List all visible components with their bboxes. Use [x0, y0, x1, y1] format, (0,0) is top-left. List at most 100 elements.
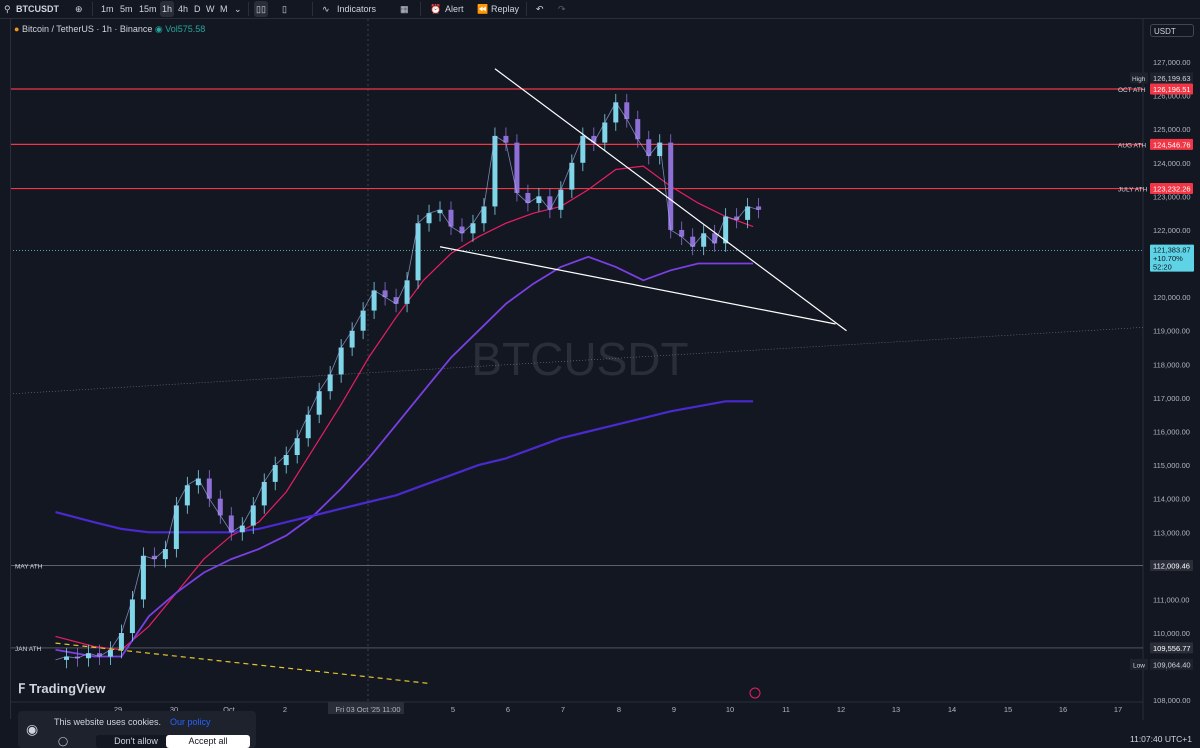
candle-body — [272, 465, 278, 482]
x-tick-label: 6 — [506, 705, 510, 714]
candle-body — [404, 280, 410, 304]
y-tick-label: 127,000.00 — [1153, 58, 1191, 67]
replay-button[interactable]: Replay — [491, 4, 520, 14]
top-toolbar: ⚲ BTCUSDT ⊕ 1m 5m 15m 1h 4h D W M ⌄ ▯▯ ▯… — [0, 0, 1200, 19]
low-label-badge — [1130, 658, 1148, 670]
x-tick-label: 30 — [170, 705, 178, 714]
chart-legend: ● Bitcoin / TetherUS · 1h · Binance ◉ Vo… — [14, 24, 205, 35]
candle-body — [217, 498, 223, 516]
x-tick-label: 5 — [451, 705, 455, 714]
interval-15m[interactable]: 15m — [139, 4, 157, 14]
y-tick-label: 120,000.00 — [1153, 293, 1191, 302]
candle-body — [734, 216, 740, 220]
candle-body — [228, 515, 234, 533]
candle-body — [525, 193, 531, 204]
bitcoin-icon: ● — [14, 24, 20, 34]
interval-d[interactable]: D — [194, 4, 201, 14]
candle-body — [239, 525, 245, 533]
ema-line[interactable] — [55, 165, 754, 651]
candle-body — [162, 549, 168, 560]
drawing-toolbar[interactable] — [0, 19, 11, 719]
candle-body — [360, 310, 366, 331]
candle-body — [536, 196, 542, 204]
x-tick-label: 12 — [837, 705, 845, 714]
x-tick-label: Oct — [223, 705, 236, 714]
candle-body — [679, 229, 685, 237]
candle-body — [151, 555, 157, 560]
lightning-event-icon[interactable] — [749, 687, 761, 699]
indicators-icon[interactable]: ∿ — [322, 4, 330, 14]
y-tick-label: 115,000.00 — [1153, 461, 1190, 470]
interval-m[interactable]: M — [220, 4, 228, 14]
cookie-icon: ◉ — [26, 721, 39, 737]
wedge-trendline[interactable] — [494, 68, 847, 332]
low-value: 109,064.40 — [1153, 660, 1191, 669]
dont-allow-button[interactable]: Don't allow — [96, 735, 176, 748]
add-symbol-icon[interactable]: ⊕ — [75, 4, 83, 14]
interval-1m[interactable]: 1m — [101, 4, 114, 14]
candle-body — [492, 135, 498, 207]
low-label: Low — [1133, 662, 1145, 669]
brand-label: TradingView — [29, 681, 106, 696]
chart-type-icon[interactable]: ▯ — [282, 4, 287, 14]
accept-all-button[interactable]: Accept all — [166, 735, 250, 748]
candles-icon[interactable]: ▯▯ — [254, 1, 268, 17]
tradingview-logo[interactable]: 𝖥 TradingView — [18, 681, 105, 697]
crosshair-time-badge — [328, 702, 404, 714]
candle-body — [63, 656, 69, 660]
layout-grid-icon[interactable]: ▦ — [400, 4, 409, 14]
candle-body — [701, 233, 707, 247]
current-price-badge — [1150, 244, 1194, 272]
alert-button[interactable]: Alert — [445, 4, 464, 14]
y-tick-label: 126,000.00 — [1153, 92, 1191, 101]
ath-value-text: 112,009.46 — [1153, 562, 1190, 571]
indicators-button[interactable]: Indicators — [337, 4, 377, 14]
candle-body — [327, 374, 333, 392]
interval-4h[interactable]: 4h — [178, 4, 189, 14]
candle-body — [316, 391, 322, 415]
ath-value-badge — [1150, 642, 1193, 654]
y-tick-label: 116,000.00 — [1153, 427, 1190, 436]
candle-body — [305, 414, 311, 439]
chevron-down-icon[interactable]: ⌄ — [234, 4, 242, 14]
symbol-search[interactable]: BTCUSDT — [16, 4, 59, 14]
ath-value-text: 126,196.51 — [1153, 85, 1191, 94]
cookie-policy-link[interactable]: Our policy — [170, 717, 211, 727]
high-value: 126,199.63 — [1153, 74, 1191, 83]
wedge-trendline[interactable] — [439, 246, 836, 325]
ath-level-label: AUG ATH — [1118, 142, 1146, 149]
x-tick-label: 2 — [283, 705, 287, 714]
x-tick-label: 9 — [672, 705, 676, 714]
eye-icon[interactable]: ◉ — [154, 24, 163, 34]
currency-selector[interactable]: USDT — [1150, 24, 1194, 37]
candle-body — [470, 223, 476, 234]
ath-level-label: JULY ATH — [1118, 187, 1148, 194]
x-tick-label: 16 — [1059, 705, 1067, 714]
settings-icon[interactable]: ◯ — [58, 736, 69, 746]
undo-icon[interactable]: ↶ — [536, 4, 544, 14]
high-label: High — [1132, 76, 1146, 83]
y-tick-label: 123,000.00 — [1153, 192, 1191, 201]
long-term-trend-line[interactable] — [9, 327, 1144, 395]
x-tick-label: 10 — [726, 705, 734, 714]
candle-body — [591, 135, 597, 143]
ath-level-label: JAN ATH — [15, 646, 42, 653]
ath-value-badge — [1150, 138, 1193, 150]
interval-w[interactable]: W — [206, 4, 215, 14]
candle-body — [646, 139, 652, 157]
utc-clock[interactable]: 11:07:40 UTC+1 — [1130, 734, 1192, 744]
candle-body — [338, 347, 344, 375]
x-tick-label: 13 — [892, 705, 900, 714]
ath-value-text: 109,556.77 — [1153, 644, 1191, 653]
ema-line[interactable] — [55, 255, 754, 658]
replay-icon[interactable]: ⏪ — [477, 4, 489, 14]
candle-body — [250, 505, 256, 526]
legend-volume: Vol575.58 — [165, 24, 206, 34]
ema-line[interactable] — [55, 400, 754, 534]
interval-5m[interactable]: 5m — [120, 4, 133, 14]
alarm-clock-icon[interactable]: ⏰ — [430, 4, 442, 14]
interval-1h[interactable]: 1h — [160, 1, 175, 17]
redo-icon[interactable]: ↷ — [558, 4, 566, 14]
search-icon[interactable]: ⚲ — [4, 4, 11, 14]
